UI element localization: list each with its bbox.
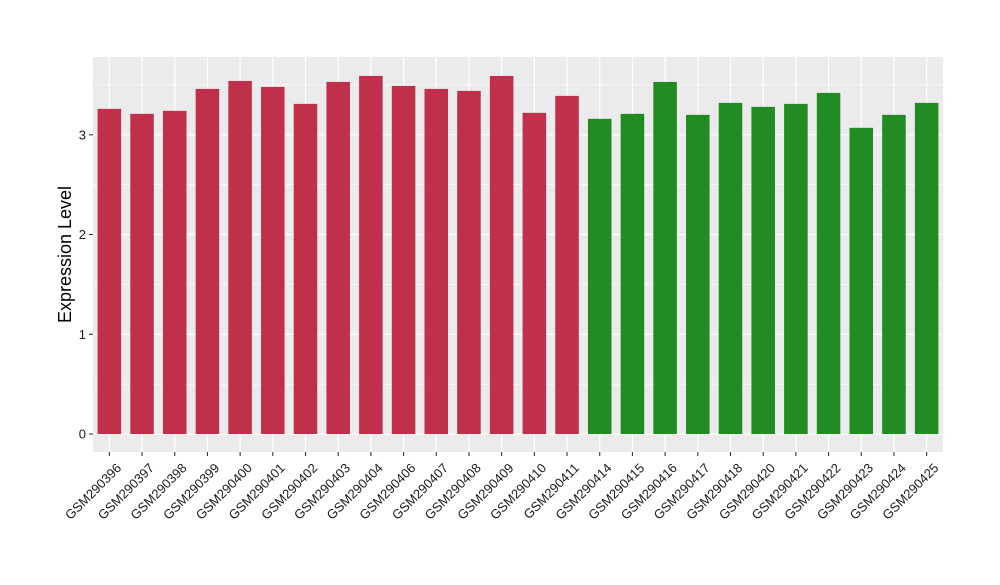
bar [424, 88, 449, 435]
bar [816, 92, 841, 435]
bar [391, 85, 416, 435]
bar [457, 90, 481, 435]
bar [620, 113, 645, 435]
bar [751, 106, 775, 435]
y-tick-label: 3 [79, 127, 86, 142]
bar [326, 81, 350, 435]
bar [359, 75, 383, 435]
y-axis: 0 1 2 3 [79, 127, 93, 442]
y-axis-title: Expression Level [55, 186, 75, 323]
bar [555, 95, 579, 435]
bar [718, 102, 743, 435]
bar [261, 86, 285, 435]
bar [784, 103, 808, 435]
bar [587, 118, 612, 435]
bar [686, 114, 710, 435]
bar [489, 75, 514, 435]
bar [130, 113, 154, 435]
bar [228, 80, 252, 435]
plot-panel [93, 57, 943, 452]
y-tick-label: 2 [79, 227, 86, 242]
bar [914, 102, 939, 435]
bar [195, 88, 220, 435]
bar [522, 112, 547, 435]
x-axis: GSM290396GSM290397GSM290398GSM290399GSM2… [62, 452, 942, 523]
bars [97, 75, 939, 435]
bar [882, 114, 906, 435]
bar [849, 127, 874, 435]
bar [162, 110, 187, 435]
y-tick-label: 1 [79, 327, 86, 342]
bar [653, 81, 677, 435]
y-tick-label: 0 [79, 427, 86, 442]
bar [293, 103, 318, 435]
bar [97, 108, 122, 435]
